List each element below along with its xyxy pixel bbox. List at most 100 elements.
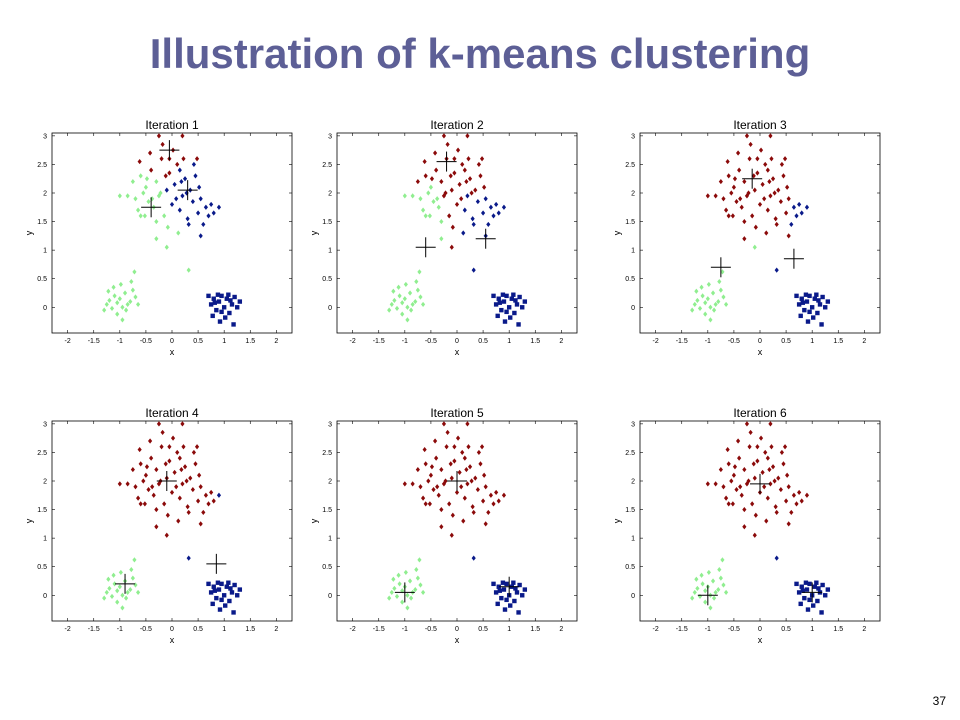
data-point-red [160, 141, 165, 148]
centroid-marker [475, 228, 496, 249]
data-point-blue [229, 302, 235, 307]
data-point-red [180, 421, 185, 427]
data-point-green [107, 297, 112, 304]
x-tick-label: -2 [350, 338, 356, 345]
x-tick-label: -1.5 [373, 338, 385, 345]
data-point-green [703, 300, 708, 306]
y-tick-label: 0 [328, 305, 332, 312]
data-point-green [387, 595, 392, 601]
data-point-blue [227, 310, 232, 316]
data-point-blue [197, 184, 202, 190]
y-tick-label: 1 [43, 248, 47, 255]
data-point-red [786, 233, 791, 239]
data-point-blue [804, 204, 810, 210]
data-point-blue [210, 601, 215, 607]
plot-title: Iteration 5 [430, 406, 484, 420]
data-point-blue [501, 587, 507, 592]
x-tick-label: 2 [559, 626, 563, 633]
data-point-green [421, 301, 426, 308]
data-point-red [470, 504, 475, 510]
data-point-green [392, 585, 397, 592]
data-point-blue [794, 293, 799, 299]
data-point-red [449, 187, 454, 193]
data-point-green [717, 278, 722, 285]
x-tick-label: 0 [758, 338, 762, 345]
y-tick-label: 0.5 [625, 276, 635, 283]
x-tick-label: 1.5 [245, 338, 255, 345]
data-point-red [482, 472, 487, 478]
x-tick-label: 0 [170, 338, 174, 345]
plot-title: Iteration 2 [430, 118, 484, 132]
data-point-blue [823, 305, 828, 310]
data-point-blue [816, 586, 821, 591]
data-point-red [163, 173, 168, 179]
data-point-red [742, 524, 747, 530]
x-tick-label: -1 [705, 338, 711, 345]
x-tick-label: 0.5 [478, 626, 488, 633]
data-point-red [742, 236, 747, 242]
data-point-blue [807, 581, 812, 587]
data-point-blue [497, 300, 502, 305]
data-point-blue [221, 305, 227, 310]
data-point-green [165, 224, 170, 230]
data-point-red [738, 484, 743, 490]
data-point-red [148, 150, 153, 156]
data-point-red [769, 444, 774, 450]
data-point-red [755, 156, 760, 162]
x-tick-label: 0.5 [193, 626, 203, 633]
data-point-green [389, 589, 394, 596]
data-point-red [785, 472, 790, 478]
data-point-blue [497, 588, 502, 593]
plot-title: Iteration 6 [733, 406, 787, 420]
data-point-blue [206, 213, 211, 219]
x-tick-label: -2 [653, 338, 659, 345]
data-point-red [423, 501, 428, 507]
x-tick-label: 1.5 [530, 626, 540, 633]
centroid-marker [415, 237, 436, 258]
data-point-blue [219, 597, 224, 603]
data-point-red [429, 464, 435, 470]
y-tick-label: 2 [631, 479, 635, 486]
y-tick-label: 2.5 [322, 162, 332, 169]
y-axis-label: y [612, 518, 622, 523]
data-point-blue [800, 300, 805, 305]
data-point-red [726, 461, 731, 467]
y-axis-label: y [309, 518, 319, 523]
data-point-red [730, 501, 735, 507]
data-point-green [394, 593, 400, 600]
data-point-blue [211, 210, 216, 216]
data-point-red [784, 210, 789, 216]
data-point-green [407, 578, 413, 584]
data-point-blue [509, 296, 514, 301]
data-point-blue [512, 598, 517, 604]
data-point-blue [803, 580, 809, 585]
data-point-blue [214, 595, 219, 601]
x-axis-label: x [170, 635, 175, 645]
data-point-blue [216, 204, 222, 210]
data-point-green [409, 595, 414, 601]
data-point-red [469, 190, 474, 196]
data-point-red [196, 498, 201, 504]
data-point-red [455, 435, 461, 441]
data-point-blue [184, 190, 189, 196]
data-point-blue [499, 307, 504, 313]
data-point-red [423, 173, 428, 179]
data-point-blue [799, 584, 804, 589]
data-point-red [765, 167, 770, 173]
data-point-red [770, 176, 776, 182]
x-tick-label: 2 [274, 626, 278, 633]
data-point-green [115, 599, 120, 605]
data-point-red [755, 458, 760, 464]
x-tick-label: 1 [507, 338, 511, 345]
x-tick-label: -2 [65, 338, 71, 345]
data-point-blue [228, 298, 233, 303]
data-point-green [708, 605, 713, 611]
data-point-red [190, 486, 195, 493]
data-point-green [144, 176, 150, 182]
data-point-green [109, 593, 115, 600]
data-point-red [454, 489, 460, 496]
data-point-green [397, 293, 402, 299]
data-point-blue [796, 302, 802, 307]
data-point-green [400, 311, 405, 317]
data-point-red [501, 492, 507, 498]
